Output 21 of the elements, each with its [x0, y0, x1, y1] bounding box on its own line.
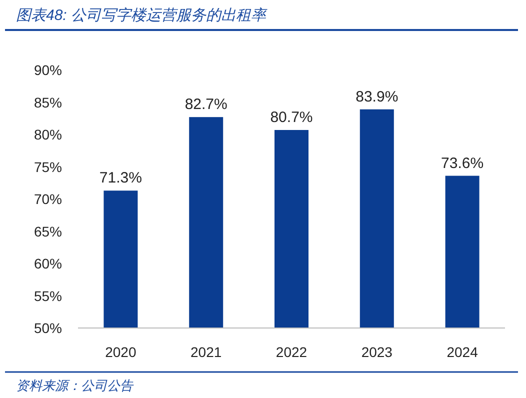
data-label: 82.7%	[184, 96, 228, 114]
data-label: 73.6%	[441, 154, 484, 172]
x-tick-label: 2023	[361, 344, 393, 360]
data-label: 71.3%	[99, 170, 142, 187]
y-tick-label: 65%	[34, 223, 62, 240]
data-label: 83.9%	[356, 88, 398, 106]
y-tick-label: 70%	[34, 191, 62, 207]
y-tick-label: 90%	[34, 62, 62, 78]
x-tick-label: 2024	[446, 344, 478, 360]
y-tick-label: 50%	[34, 320, 62, 336]
y-tick-label: 80%	[34, 126, 62, 142]
x-tick-label: 2020	[105, 344, 136, 360]
y-tick-label: 85%	[34, 94, 62, 110]
x-tick-label: 2021	[190, 344, 222, 360]
y-tick-label: 75%	[34, 158, 62, 175]
chart-title: 图表48: 公司写字楼运营服务的出租率	[16, 7, 268, 24]
x-tick-label: 2022	[276, 344, 308, 360]
y-tick-label: 60%	[34, 256, 62, 272]
y-tick-label: 55%	[34, 288, 62, 304]
text: 资料来源：公司公告	[16, 378, 134, 393]
data-label: 80.7%	[270, 108, 313, 126]
